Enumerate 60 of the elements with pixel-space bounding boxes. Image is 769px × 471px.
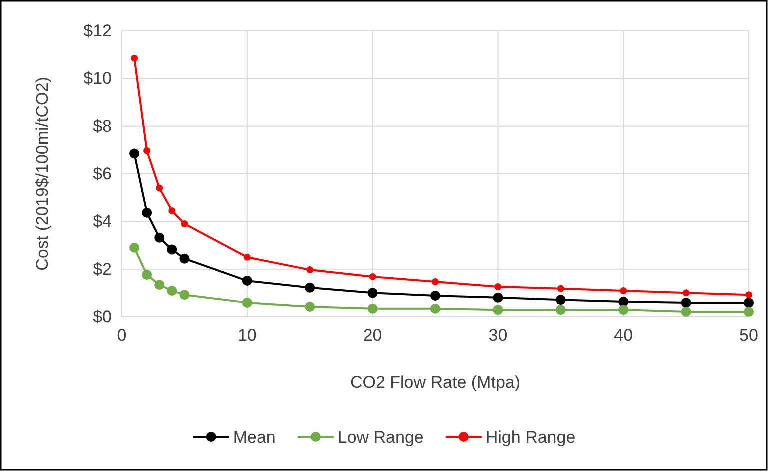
y-axis-title: Cost (2019$/100mi/tCO2)	[33, 77, 52, 271]
y-tick-label: $8	[93, 116, 112, 136]
point	[130, 242, 140, 253]
point	[432, 278, 439, 286]
point	[154, 280, 165, 290]
y-tick-label: $6	[93, 164, 112, 184]
legend-label: Low Range	[338, 428, 424, 447]
y-tick-label: $0	[93, 307, 112, 326]
point	[244, 254, 251, 261]
point	[493, 292, 504, 303]
point	[144, 147, 151, 154]
point	[242, 276, 252, 286]
point	[557, 285, 564, 292]
point	[744, 306, 754, 317]
point	[430, 291, 440, 302]
x-tick-label: 0	[117, 326, 127, 346]
point	[305, 302, 316, 312]
point	[744, 298, 754, 308]
x-tick-label: 10	[238, 326, 257, 346]
point	[494, 283, 502, 290]
point	[154, 232, 165, 243]
point	[682, 290, 690, 297]
point	[306, 266, 314, 274]
x-axis-title: CO2 Flow Rate (Mtpa)	[350, 373, 521, 392]
x-tick-label: 40	[614, 326, 634, 346]
point	[493, 305, 504, 316]
legend-label: High Range	[486, 428, 576, 447]
point	[746, 292, 752, 299]
point	[681, 306, 692, 317]
point	[618, 305, 629, 316]
point	[305, 282, 316, 293]
y-tick-label: $10	[84, 69, 112, 88]
point	[181, 220, 188, 228]
y-tick-label: $2	[93, 260, 112, 279]
point	[131, 54, 138, 62]
x-tick-label: 20	[363, 326, 382, 346]
point	[430, 304, 440, 314]
point	[368, 288, 378, 298]
point	[167, 286, 178, 296]
legend-label: Mean	[233, 428, 276, 447]
point	[167, 244, 178, 255]
point	[168, 207, 176, 214]
x-tick-label: 50	[740, 326, 758, 346]
point	[556, 295, 566, 306]
point	[180, 254, 190, 264]
point	[130, 148, 140, 159]
point	[369, 273, 376, 280]
point	[620, 288, 628, 295]
point	[618, 296, 629, 307]
y-tick-label: $4	[93, 212, 112, 232]
point	[142, 270, 152, 280]
point	[142, 208, 152, 218]
point	[681, 298, 692, 308]
point	[156, 184, 164, 192]
point	[368, 304, 378, 314]
x-tick-label: 30	[488, 326, 508, 346]
y-tick-label: $12	[84, 21, 112, 40]
point	[180, 290, 190, 300]
point	[556, 305, 566, 316]
point	[242, 298, 252, 308]
